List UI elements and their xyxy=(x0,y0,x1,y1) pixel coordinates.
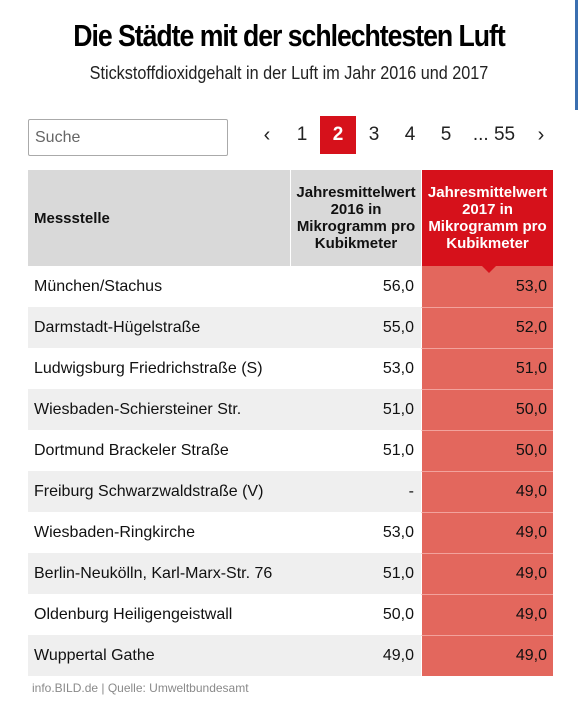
cell-2017: 52,0 xyxy=(421,307,553,348)
cell-2017: 49,0 xyxy=(421,594,553,635)
cell-station: Berlin-Neukölln, Karl-Marx-Str. 76 xyxy=(34,564,273,582)
page-5-button[interactable]: 5 xyxy=(440,124,452,145)
cell-station: Ludwigsburg Friedrichstraße (S) xyxy=(34,359,263,377)
data-table: Messstelle Jahresmittelwert 2016 in Mikr… xyxy=(28,170,553,676)
prev-page-button[interactable]: ‹ xyxy=(263,123,271,146)
cell-2017: 49,0 xyxy=(421,512,553,553)
cell-station: Wiesbaden-Schiersteiner Str. xyxy=(34,400,242,418)
cell-2016: 53,0 xyxy=(382,359,414,377)
column-header-2017[interactable]: Jahresmittelwert 2017 in Mikrogramm pro … xyxy=(421,170,553,273)
table-row: Wuppertal Gathe 49,0 49,0 xyxy=(28,635,553,676)
last-page-button[interactable]: ... 55 xyxy=(472,124,516,145)
table-row: Oldenburg Heiligengeistwall 50,0 49,0 xyxy=(28,594,553,635)
cell-station: München/Stachus xyxy=(34,277,163,295)
table-header: Messstelle Jahresmittelwert 2016 in Mikr… xyxy=(28,170,553,273)
table-row: München/Stachus 56,0 53,0 xyxy=(28,266,553,307)
cell-station: Freiburg Schwarzwaldstraße (V) xyxy=(34,482,264,500)
cell-station: Wiesbaden-Ringkirche xyxy=(34,523,195,541)
search-box xyxy=(28,119,228,156)
column-header-2016[interactable]: Jahresmittelwert 2016 in Mikrogramm pro … xyxy=(290,170,421,266)
cell-station: Dortmund Brackeler Straße xyxy=(34,441,229,459)
cell-2016: 53,0 xyxy=(382,523,414,541)
cell-2016: 55,0 xyxy=(382,318,414,336)
table-row: Wiesbaden-Schiersteiner Str. 51,0 50,0 xyxy=(28,389,553,430)
cell-2017: 50,0 xyxy=(421,430,553,471)
cell-2017: 53,0 xyxy=(421,266,553,307)
cell-2017: 51,0 xyxy=(421,348,553,389)
cell-station: Wuppertal Gathe xyxy=(34,646,155,664)
next-page-button[interactable]: › xyxy=(537,123,545,146)
source-footer: info.BILD.de | Quelle: Umweltbundesamt xyxy=(32,681,249,695)
cell-2016: 50,0 xyxy=(382,605,414,623)
page-4-button[interactable]: 4 xyxy=(404,124,416,145)
cell-2016: 49,0 xyxy=(382,646,414,664)
cell-2016: 56,0 xyxy=(382,277,414,295)
cell-station: Darmstadt-Hügelstraße xyxy=(34,318,201,336)
table-row: Berlin-Neukölln, Karl-Marx-Str. 76 51,0 … xyxy=(28,553,553,594)
page-1-button[interactable]: 1 xyxy=(296,124,308,145)
window-edge xyxy=(575,0,578,110)
table-row: Wiesbaden-Ringkirche 53,0 49,0 xyxy=(28,512,553,553)
page-subtitle: Stickstoffdioxidgehalt in der Luft im Ja… xyxy=(89,63,489,83)
column-header-station[interactable]: Messstelle xyxy=(28,170,290,266)
cell-2017: 49,0 xyxy=(421,635,553,676)
table-row: Darmstadt-Hügelstraße 55,0 52,0 xyxy=(28,307,553,348)
cell-2017: 49,0 xyxy=(421,471,553,512)
cell-2016: 51,0 xyxy=(382,400,414,418)
page-2-button[interactable]: 2 xyxy=(320,116,356,154)
sort-caret-icon xyxy=(482,266,496,273)
cell-2016: 51,0 xyxy=(382,441,414,459)
page-3-button[interactable]: 3 xyxy=(368,124,380,145)
page-title: Die Städte mit der schlechtesten Luft xyxy=(73,18,505,53)
cell-2017: 49,0 xyxy=(421,553,553,594)
cell-2017: 50,0 xyxy=(421,389,553,430)
table-body: München/Stachus 56,0 53,0 Darmstadt-Hüge… xyxy=(28,266,553,676)
cell-2016: 51,0 xyxy=(382,564,414,582)
pagination: ‹ 1 2 3 4 5 ... 55 › xyxy=(250,116,558,154)
table-row: Freiburg Schwarzwaldstraße (V) - 49,0 xyxy=(28,471,553,512)
cell-station: Oldenburg Heiligengeistwall xyxy=(34,605,233,623)
table-row: Ludwigsburg Friedrichstraße (S) 53,0 51,… xyxy=(28,348,553,389)
cell-2016: - xyxy=(408,482,414,500)
column-header-2017-label: Jahresmittelwert 2017 in Mikrogramm pro … xyxy=(427,184,548,252)
table-row: Dortmund Brackeler Straße 51,0 50,0 xyxy=(28,430,553,471)
search-input[interactable] xyxy=(29,120,227,155)
